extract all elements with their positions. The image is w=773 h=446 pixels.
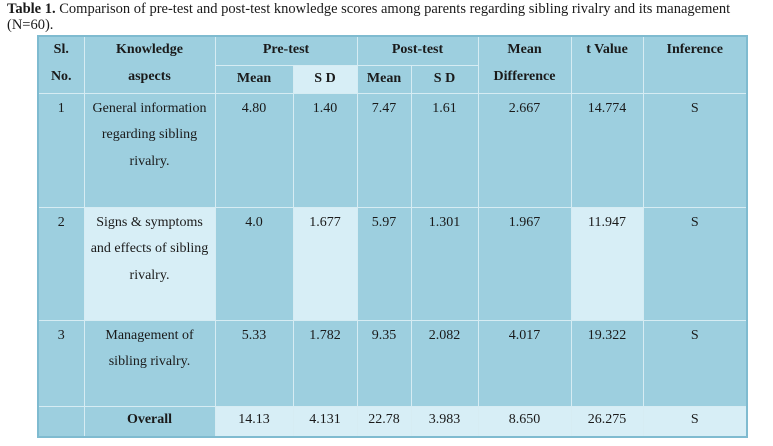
overall-pre-mean: 14.13 [214,405,294,438]
row-3-pre-sd: 1.782 [292,319,358,407]
table-row: 3 Management of sibling rivalry. 5.33 1.… [37,319,748,407]
row-1-t-value: 14.774 [570,92,644,208]
header-posttest: Post-test [356,35,479,66]
overall-t-value: 26.275 [570,405,644,438]
row-2-post-sd: 1.301 [410,206,479,321]
row-3-t-value: 19.322 [570,319,644,407]
row-3-pre-mean: 5.33 [214,319,294,407]
row-2-mean-diff: 1.967 [477,206,572,321]
header-mean-difference-line2: Difference [493,68,556,84]
overall-inference: S [642,405,748,438]
row-1-aspect: General information regarding sibling ri… [83,92,216,208]
header-row-1: Sl. No. Knowledge aspects Pre-test Post-… [37,35,748,94]
row-1-post-mean: 7.47 [356,92,412,208]
overall-post-mean: 22.78 [356,405,412,438]
header-t-value: t Value [570,35,644,94]
header-row-2: Mean S D Mean S D [38,64,747,94]
row-2-pre-sd: 1.677 [292,206,358,321]
row-3-post-mean: 9.35 [356,319,412,407]
caption-label: Table 1. [7,1,56,17]
row-2-t-value: 11.947 [570,206,644,321]
row-1-pre-sd: 1.40 [292,92,358,208]
row-1-pre-mean: 4.80 [214,92,294,208]
header-sl-line2: No. [50,68,72,84]
row-2-aspect: Signs & symptoms and effects of sibling … [83,206,216,321]
header-mean-difference: Mean Difference [477,35,572,94]
row-1-post-sd: 1.61 [410,92,479,208]
row-2-pre-mean: 4.0 [214,206,294,321]
row-3-sl: 3 [37,319,85,407]
table-row: 1 General information regarding sibling … [37,92,748,208]
overall-row: Overall 14.13 4.131 22.78 3.983 8.650 26… [37,405,748,438]
row-3-mean-diff: 4.017 [477,319,572,407]
header-sl: Sl. No. [37,35,85,94]
overall-pre-sd: 4.131 [292,405,358,438]
table-caption: Table 1. Comparison of pre-test and post… [7,1,771,33]
row-3-aspect: Management of sibling rivalry. [83,319,216,407]
overall-label: Overall [83,405,216,438]
header-mean-difference-line1: Mean [507,42,542,57]
table-row: 2 Signs & symptoms and effects of siblin… [37,206,748,321]
header-aspects-line1: Knowledge [116,42,183,57]
row-2-post-mean: 5.97 [356,206,412,321]
header-post-mean: Mean [356,64,412,94]
header-pre-sd: S D [292,64,358,94]
row-2-sl: 2 [37,206,85,321]
header-post-sd: S D [410,64,479,94]
row-3-post-sd: 2.082 [410,319,479,407]
row-1-inference: S [642,92,748,208]
header-aspects-line2: aspects [128,68,171,84]
header-aspects: Knowledge aspects [83,35,216,94]
row-3-inference: S [642,319,748,407]
overall-post-sd: 3.983 [410,405,479,438]
header-sl-line1: Sl. [53,42,69,57]
header-pre-mean: Mean [214,64,294,94]
header-pretest: Pre-test [214,35,358,66]
caption-text: Comparison of pre-test and post-test kno… [7,1,731,33]
row-2-inference: S [642,206,748,321]
header-inference: Inference [642,35,748,94]
overall-sl [37,405,85,438]
knowledge-scores-table: Sl. No. Knowledge aspects Pre-test Post-… [37,35,748,438]
row-1-sl: 1 [37,92,85,208]
overall-mean-diff: 8.650 [477,405,572,438]
row-1-mean-diff: 2.667 [477,92,572,208]
